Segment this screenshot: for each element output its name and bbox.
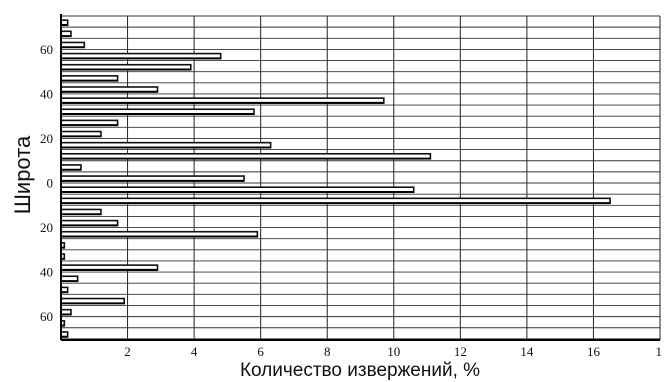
y-tick-labels: 60 40 20 0 20 40 60 (40, 42, 53, 324)
y-tick-label-5: 40 (40, 265, 53, 280)
x-axis-label: Количество извержений, % (240, 360, 480, 381)
x-tick-label-5: 12 (454, 344, 467, 359)
x-tick-label-8: 1 (656, 344, 663, 359)
y-tick-label-3: 0 (47, 176, 54, 191)
axes (60, 14, 660, 341)
grid-lines (61, 15, 661, 340)
y-axis-label: Широта (10, 135, 35, 214)
x-tick-label-0: 2 (124, 344, 131, 359)
x-tick-labels: 2 4 6 8 10 12 14 16 1 (124, 344, 662, 359)
x-tick-label-1: 4 (191, 344, 198, 359)
y-tick-label-0: 60 (40, 42, 53, 57)
x-tick-label-7: 16 (587, 344, 601, 359)
x-tick-label-3: 8 (324, 344, 331, 359)
x-tick-label-6: 14 (520, 344, 534, 359)
y-tick-label-4: 20 (40, 220, 53, 235)
y-tick-label-6: 60 (40, 309, 53, 324)
x-tick-label-4: 10 (387, 344, 400, 359)
y-tick-label-1: 40 (40, 86, 53, 101)
y-tick-label-2: 20 (40, 131, 53, 146)
x-tick-label-2: 6 (257, 344, 264, 359)
bars (60, 19, 611, 338)
